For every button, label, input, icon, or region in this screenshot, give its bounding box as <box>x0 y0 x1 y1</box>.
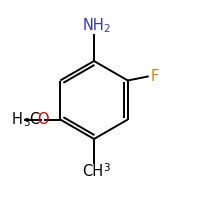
Text: C: C <box>29 112 39 127</box>
Text: O: O <box>37 112 49 127</box>
Text: 3: 3 <box>104 163 110 173</box>
Text: NH: NH <box>82 18 104 33</box>
Text: 3: 3 <box>23 117 30 128</box>
Text: 2: 2 <box>104 24 110 34</box>
Text: CH: CH <box>82 164 104 179</box>
Text: F: F <box>150 69 158 84</box>
Text: H: H <box>11 112 22 127</box>
